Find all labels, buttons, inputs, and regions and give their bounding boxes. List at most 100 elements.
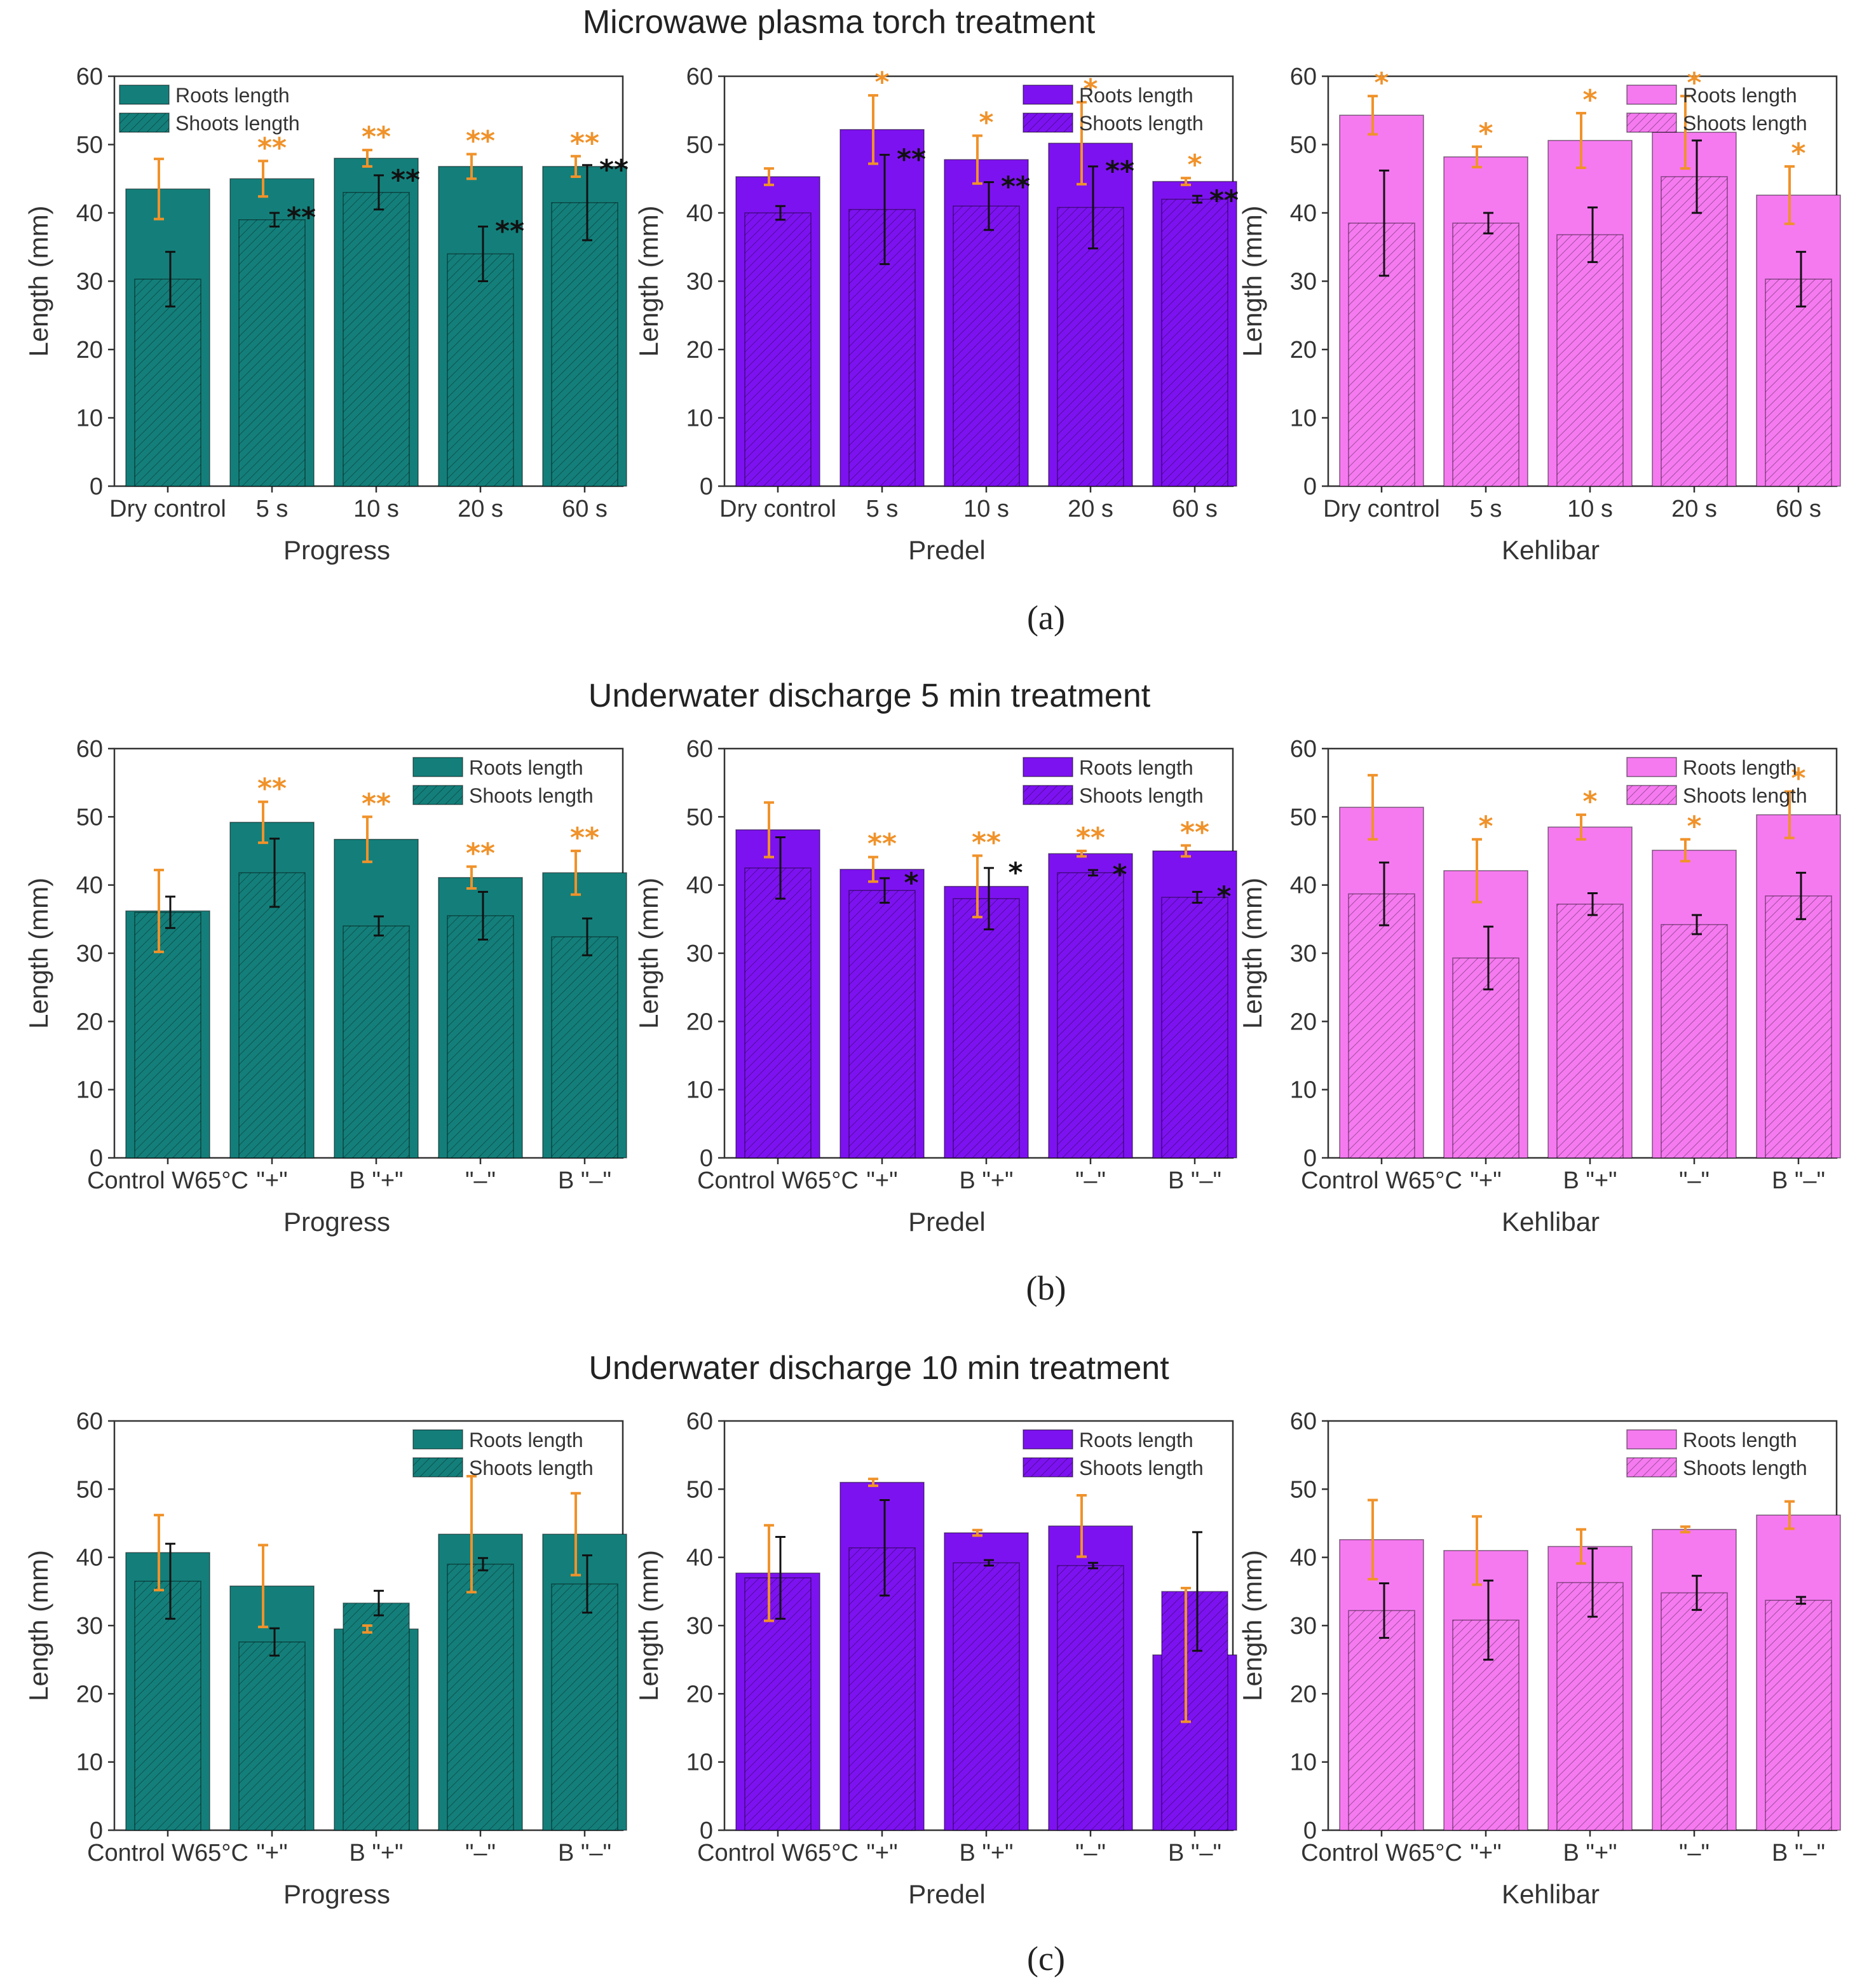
x-tick-label: 10 s — [353, 496, 399, 522]
shoots-bar — [447, 1563, 514, 1831]
legend-swatch-shoots — [1626, 1457, 1677, 1478]
x-axis-label: Kehlibar — [1502, 535, 1600, 565]
y-axis-label: Length (mm) — [1237, 878, 1267, 1029]
shoots-significance: ** — [495, 215, 524, 248]
x-axis-label: Progress — [283, 535, 390, 565]
shoots-bar — [343, 192, 410, 487]
x-tick-label: "–" — [1679, 1167, 1709, 1194]
y-axis-label: Length (mm) — [634, 1550, 663, 1701]
y-tick-label: 10 — [1290, 405, 1317, 432]
roots-significance: ** — [257, 132, 287, 164]
roots-significance: * — [1187, 149, 1202, 181]
legend-swatch-roots — [1626, 1429, 1677, 1450]
legend-swatch-roots — [1626, 85, 1677, 105]
shoots-bar — [551, 936, 618, 1158]
legend-label-roots: Roots length — [1079, 84, 1193, 107]
legend-swatch-roots — [1023, 757, 1073, 777]
y-tick-label: 20 — [686, 1681, 713, 1708]
y-tick-label: 20 — [686, 1009, 713, 1035]
chart-panel: 0 10 20 30 40 50 60 Length (mm) Control W65°C "+"… — [634, 736, 1237, 1237]
x-tick-label: "+" — [1470, 1840, 1501, 1866]
y-tick-label: 60 — [1290, 1408, 1317, 1435]
y-tick-label: 30 — [686, 1613, 713, 1640]
legend-label-roots: Roots length — [1079, 756, 1193, 779]
x-tick-label: "–" — [465, 1167, 496, 1194]
shoots-bar — [343, 1602, 410, 1831]
y-tick-label: 40 — [1290, 1545, 1317, 1572]
legend-swatch-shoots — [119, 112, 170, 133]
x-tick-label: "+" — [1470, 1167, 1501, 1194]
shoots-bar — [1161, 1591, 1228, 1831]
y-tick-label: 40 — [76, 200, 103, 227]
shoots-bar — [848, 890, 916, 1158]
legend-label-shoots: Shoots length — [469, 1457, 594, 1479]
legend-label-shoots: Shoots length — [1079, 112, 1204, 135]
x-axis-label: Kehlibar — [1502, 1207, 1600, 1237]
shoots-bar — [134, 911, 201, 1158]
shoots-significance: ** — [599, 154, 629, 186]
y-tick-label: 50 — [76, 132, 103, 159]
x-tick-label: Dry control — [1323, 496, 1440, 522]
y-tick-label: 50 — [76, 804, 103, 831]
shoots-bar — [1661, 924, 1728, 1158]
y-axis-label: Length (mm) — [1237, 205, 1267, 357]
x-tick-label: "–" — [1679, 1840, 1709, 1866]
x-tick-label: "+" — [866, 1167, 897, 1194]
x-tick-label: B "–" — [558, 1840, 611, 1866]
legend-swatch-roots — [412, 757, 463, 777]
roots-significance: * — [1791, 137, 1805, 170]
shoots-bar — [1452, 222, 1519, 487]
shoots-bar — [1661, 176, 1728, 487]
x-tick-label: 5 s — [256, 496, 289, 522]
shoots-bar — [848, 1547, 916, 1831]
legend-label-roots: Roots length — [469, 1429, 583, 1451]
legend-swatch-roots — [412, 1429, 463, 1450]
shoots-significance: * — [1112, 859, 1127, 891]
x-tick-label: 60 s — [1172, 496, 1218, 522]
roots-significance: ** — [570, 822, 599, 854]
shoots-significance: ** — [1001, 171, 1030, 203]
roots-significance: ** — [466, 125, 495, 158]
y-axis-label: Length (mm) — [24, 205, 53, 357]
y-tick-label: 40 — [686, 200, 713, 227]
x-tick-label: Control W65°C — [87, 1167, 248, 1194]
x-tick-label: 20 s — [1671, 496, 1717, 522]
roots-significance: * — [874, 66, 889, 99]
y-axis-label: Length (mm) — [1237, 1550, 1267, 1701]
x-tick-label: B "+" — [349, 1167, 403, 1194]
y-tick-label: 20 — [1290, 337, 1317, 364]
legend-swatch-shoots — [1626, 112, 1677, 133]
y-tick-label: 20 — [686, 337, 713, 364]
shoots-bar — [134, 278, 201, 487]
legend-swatch-shoots — [1626, 785, 1677, 805]
legend-swatch-roots — [1023, 1429, 1073, 1450]
legend-label-shoots: Shoots length — [1683, 112, 1807, 135]
x-tick-label: Control W65°C — [1301, 1167, 1462, 1194]
legend-swatch-shoots — [1023, 785, 1073, 805]
x-tick-label: B "–" — [1772, 1840, 1825, 1866]
y-tick-label: 50 — [76, 1476, 103, 1503]
x-tick-label: "–" — [1075, 1840, 1106, 1866]
x-axis-label: Predel — [908, 535, 985, 565]
x-tick-label: B "–" — [558, 1167, 611, 1194]
legend-swatch-roots — [1023, 85, 1073, 105]
roots-significance: * — [1374, 67, 1389, 99]
shoots-bar — [1556, 903, 1624, 1158]
y-tick-label: 40 — [686, 873, 713, 899]
y-tick-label: 60 — [686, 1408, 713, 1435]
roots-significance: * — [1687, 810, 1701, 843]
legend-swatch-roots — [119, 85, 170, 105]
shoots-bar — [1161, 897, 1228, 1158]
shoots-bar — [1348, 222, 1415, 487]
y-tick-label: 30 — [1290, 269, 1317, 296]
y-tick-label: 60 — [686, 64, 713, 90]
y-tick-label: 50 — [686, 1476, 713, 1503]
y-tick-label: 40 — [1290, 873, 1317, 899]
shoots-bar — [238, 872, 306, 1158]
x-axis-label: Predel — [908, 1207, 985, 1237]
y-tick-label: 10 — [686, 405, 713, 432]
y-tick-label: 60 — [76, 1408, 103, 1435]
